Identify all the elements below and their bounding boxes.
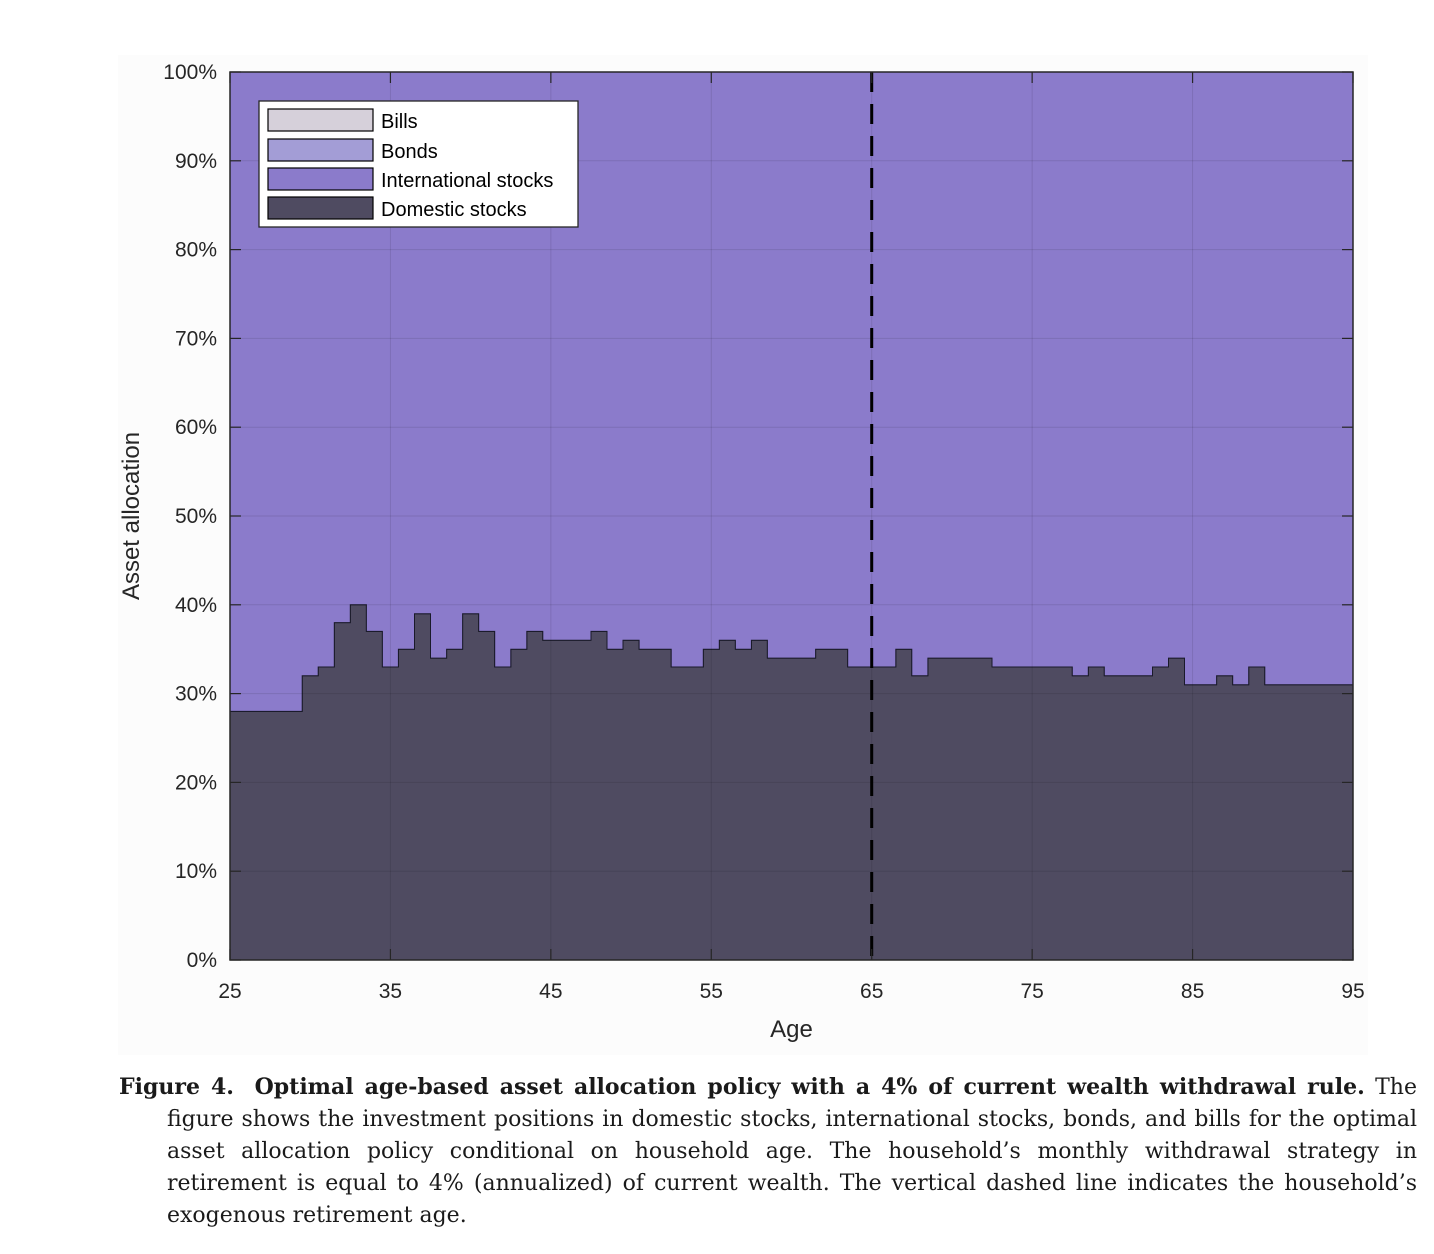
y-tick-label: 100% <box>163 61 217 84</box>
x-tick-label: 75 <box>1020 980 1043 1003</box>
x-tick-label: 45 <box>539 980 562 1003</box>
y-tick-label: 60% <box>175 416 217 439</box>
legend-swatch-bonds <box>267 138 374 162</box>
x-axis-label: Age <box>770 1016 813 1043</box>
y-tick-label: 90% <box>175 150 217 173</box>
asset-allocation-chart: 25 35 45 55 65 75 85 95 0% 10% 20% 30% 40% 50% 60% 70% 8… <box>118 61 1365 1043</box>
figure-caption: Figure 4. Optimal age-based asset alloca… <box>119 1071 1417 1232</box>
y-tick-label: 50% <box>175 505 217 528</box>
legend-label-bills: Bills <box>381 111 418 133</box>
legend-label-international-stocks: International stocks <box>381 170 553 192</box>
y-tick-label: 0% <box>187 949 217 972</box>
legend-swatch-international-stocks <box>267 167 374 191</box>
y-tick-label: 80% <box>175 239 217 262</box>
x-tick-label: 95 <box>1341 980 1364 1003</box>
tick-labels: 25 35 45 55 65 75 85 95 0% 10% 20% 30% 40% 50% 60% 70% 8… <box>163 61 1364 1003</box>
y-tick-label: 70% <box>175 327 217 350</box>
legend-label-bonds: Bonds <box>381 141 438 163</box>
x-tick-label: 25 <box>218 980 241 1003</box>
y-axis-label: Asset allocation <box>118 432 145 600</box>
legend: Bills Bonds International stocks Domesti… <box>258 100 579 228</box>
caption-text: The figure shows the investment position… <box>167 1075 1417 1228</box>
y-tick-label: 10% <box>175 860 217 883</box>
plot-area <box>229 71 1354 961</box>
legend-swatch-bills <box>267 108 374 132</box>
y-tick-label: 20% <box>175 771 217 794</box>
x-tick-label: 85 <box>1181 980 1204 1003</box>
x-tick-label: 65 <box>860 980 883 1003</box>
x-tick-label: 55 <box>700 980 723 1003</box>
legend-label-domestic-stocks: Domestic stocks <box>381 199 527 221</box>
y-tick-label: 40% <box>175 594 217 617</box>
axes <box>229 71 1354 961</box>
caption-label: Figure 4. <box>119 1074 234 1100</box>
y-tick-label: 30% <box>175 683 217 706</box>
legend-swatch-domestic-stocks <box>267 196 374 220</box>
figure: 25 35 45 55 65 75 85 95 0% 10% 20% 30% 40% 50% 60% 70% 8… <box>118 61 1365 1043</box>
caption-title: Optimal age-based asset allocation polic… <box>254 1074 1365 1100</box>
x-tick-label: 35 <box>379 980 402 1003</box>
